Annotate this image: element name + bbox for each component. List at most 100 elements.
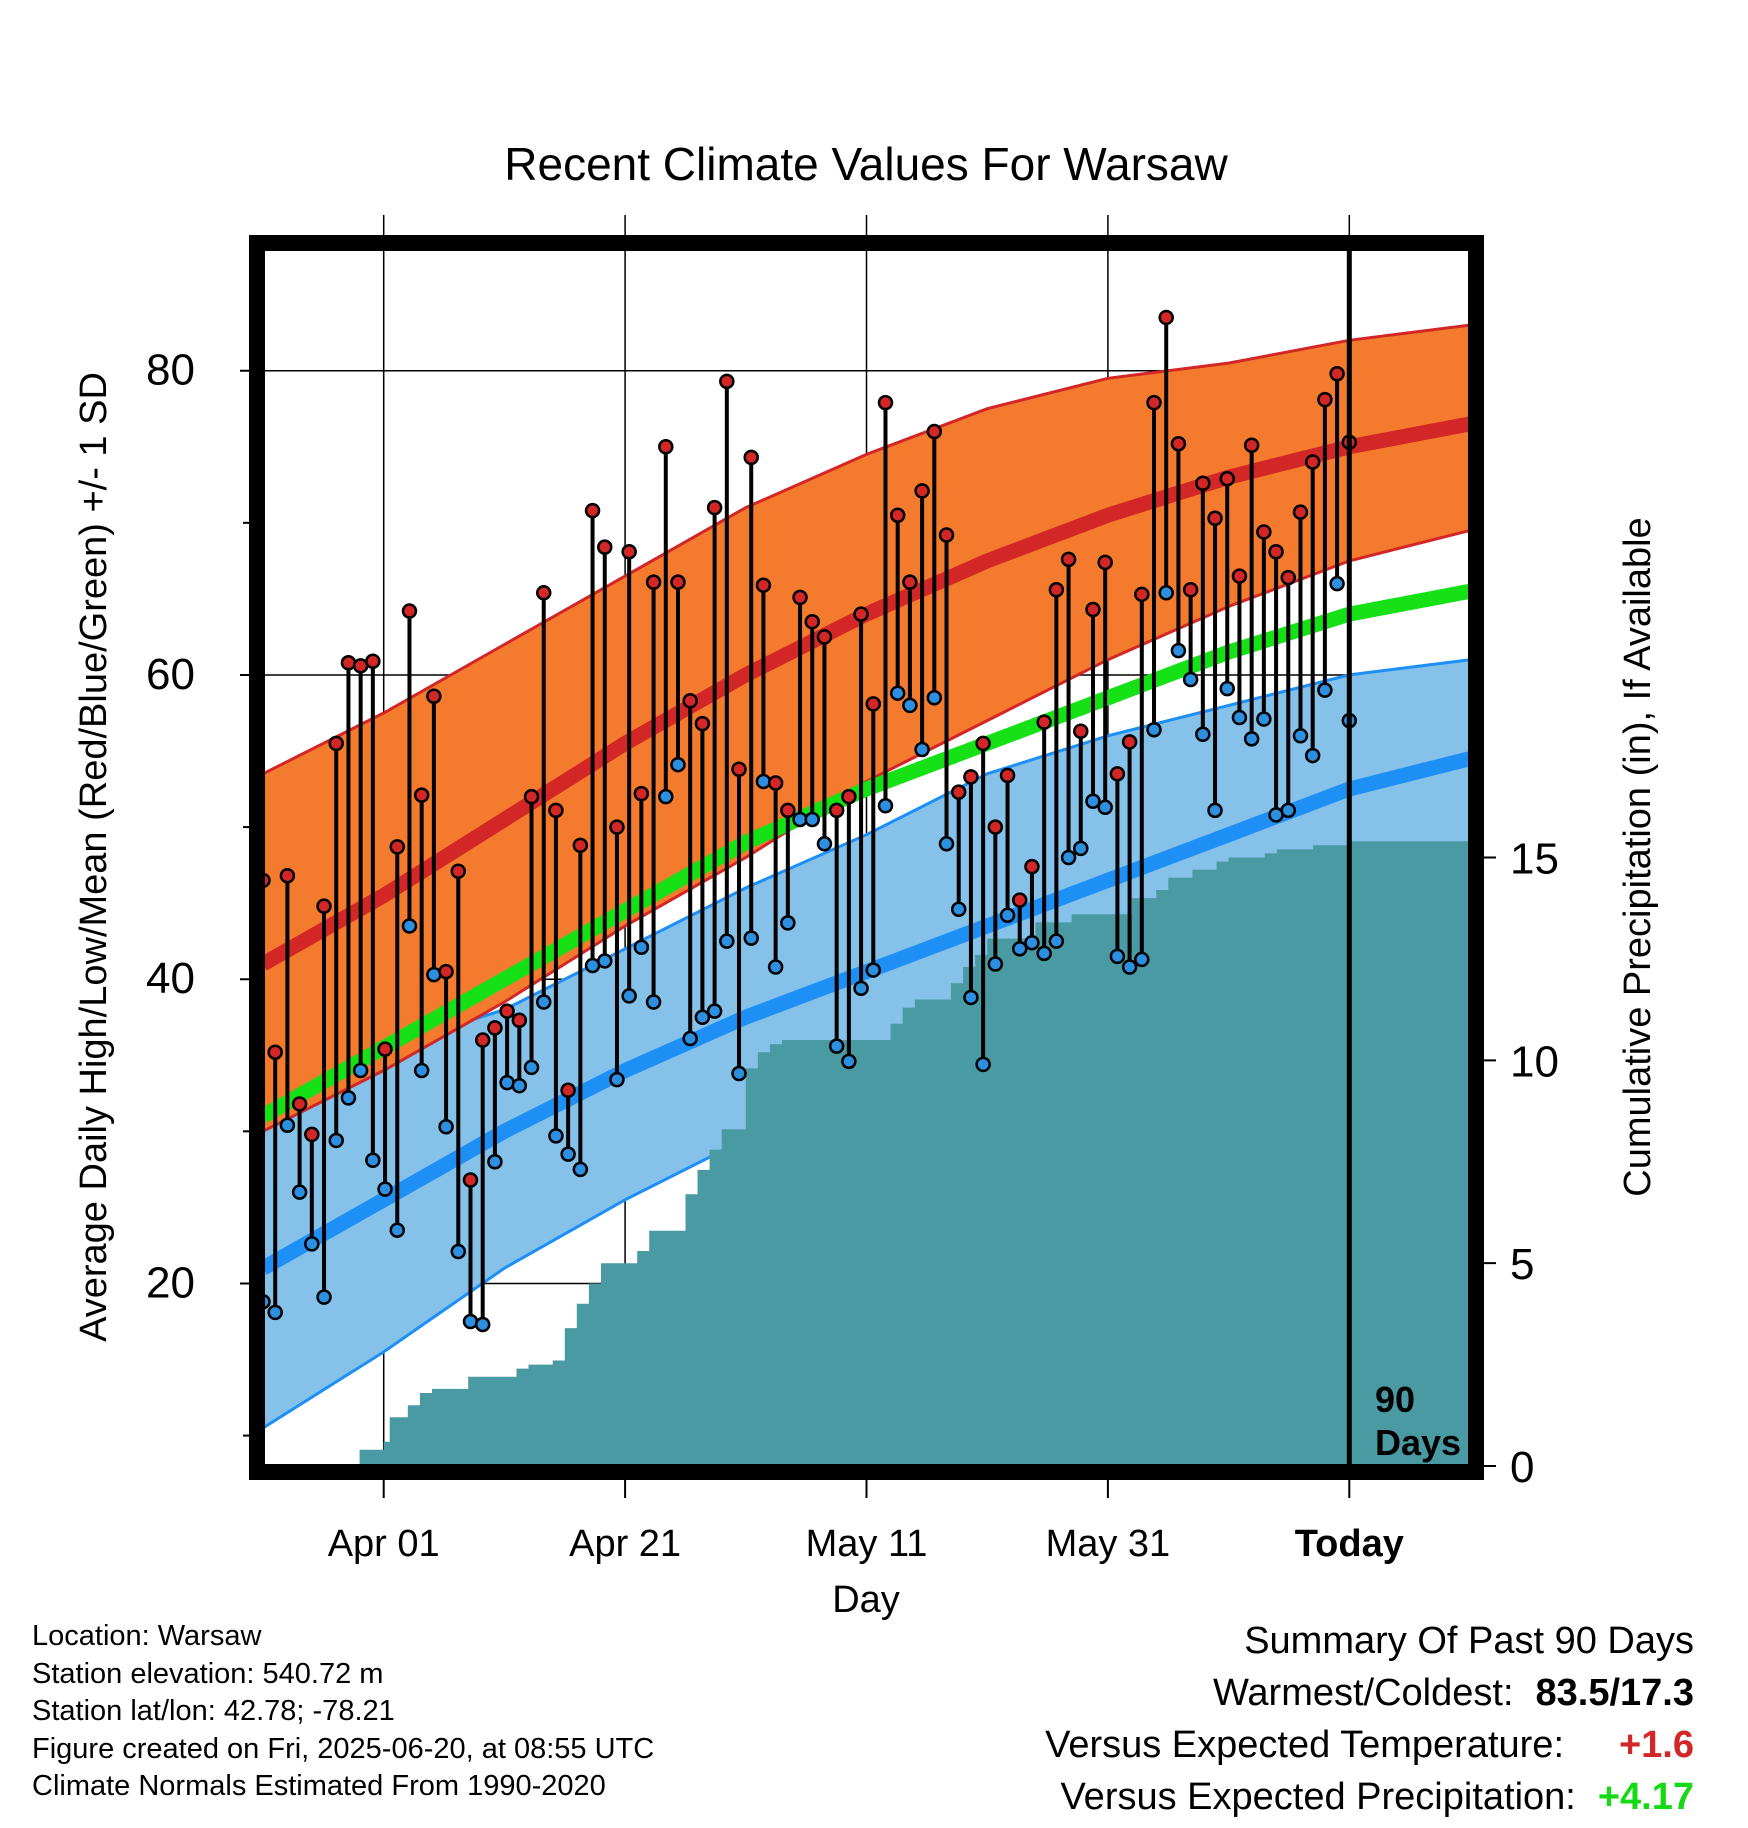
- summary-precip-value: +4.17: [1597, 1776, 1694, 1818]
- daily-observations: [263, 309, 1358, 1333]
- high-point-13: [413, 787, 430, 803]
- high-point-20: [499, 1003, 515, 1019]
- high-point-88: [1329, 365, 1345, 382]
- low-point-17: [462, 1313, 479, 1330]
- low-point-75: [1170, 642, 1187, 659]
- high-point-29: [609, 819, 625, 835]
- high-point-47: [828, 802, 845, 819]
- y2-tick-label-1: 5: [1510, 1240, 1534, 1289]
- high-point-38: [719, 373, 735, 390]
- low-point-80: [1231, 709, 1248, 726]
- high-point-15: [438, 963, 454, 980]
- low-point-48: [841, 1053, 857, 1070]
- high-point-75: [1170, 435, 1187, 452]
- low-point-43: [780, 915, 796, 931]
- y-tick-label-0: 20: [146, 1258, 195, 1307]
- low-point-1: [267, 1304, 283, 1321]
- high-point-50: [865, 696, 882, 712]
- low-point-13: [413, 1062, 430, 1079]
- high-point-79: [1219, 470, 1235, 487]
- station-info: Location: Warsaw Station elevation: 540.…: [32, 1618, 654, 1806]
- high-point-63: [1024, 858, 1040, 875]
- low-point-40: [743, 930, 759, 946]
- low-point-72: [1134, 951, 1150, 968]
- summary-temp-row: Versus Expected Temperature: +1.6: [1045, 1719, 1694, 1771]
- low-point-52: [889, 685, 906, 701]
- low-point-66: [1060, 849, 1077, 866]
- low-point-23: [535, 994, 552, 1010]
- summary-precip-row: Versus Expected Precipitation: +4.17: [1045, 1771, 1694, 1823]
- high-point-48: [841, 788, 857, 805]
- high-point-54: [914, 483, 930, 499]
- low-point-74: [1158, 585, 1174, 601]
- low-point-68: [1085, 793, 1101, 809]
- low-point-3: [291, 1184, 308, 1200]
- low-point-9: [365, 1152, 381, 1168]
- high-point-25: [560, 1082, 576, 1099]
- x-tick-label-2: May 11: [806, 1523, 928, 1565]
- low-point-73: [1146, 721, 1162, 738]
- high-point-77: [1195, 475, 1211, 492]
- low-point-19: [487, 1154, 503, 1170]
- high-point-10: [377, 1041, 393, 1057]
- high-point-5: [316, 898, 332, 914]
- low-point-70: [1109, 948, 1126, 965]
- low-point-59: [975, 1056, 991, 1073]
- high-point-34: [670, 574, 686, 590]
- low-point-63: [1024, 934, 1040, 951]
- high-point-2: [279, 868, 296, 884]
- high-point-24: [548, 802, 564, 819]
- high-point-16: [450, 863, 467, 879]
- low-point-34: [670, 756, 686, 773]
- x-axis: Apr 01 Apr 21 May 11 May 31 Today: [328, 1480, 1404, 1565]
- high-point-28: [597, 539, 613, 555]
- high-point-61: [999, 767, 1016, 784]
- low-point-14: [426, 966, 442, 983]
- x-tick-label-1: Apr 21: [569, 1523, 681, 1565]
- x-tick-label-4: Today: [1295, 1523, 1404, 1565]
- low-point-11: [389, 1222, 406, 1238]
- high-point-59: [975, 735, 991, 752]
- x-axis-label: Day: [832, 1579, 900, 1621]
- high-point-76: [1182, 582, 1199, 598]
- high-point-1: [267, 1044, 283, 1060]
- low-point-12: [401, 918, 418, 934]
- low-point-5: [316, 1289, 332, 1305]
- summary-temp-value: +1.6: [1618, 1724, 1694, 1766]
- x-tick-label-0: Apr 01: [328, 1523, 440, 1565]
- summary-precip-label: Versus Expected Precipitation:: [1060, 1776, 1576, 1818]
- high-point-78: [1207, 510, 1223, 527]
- low-point-81: [1243, 731, 1260, 747]
- info-elevation: Station elevation: 540.72 m: [32, 1657, 384, 1690]
- high-point-12: [401, 603, 418, 619]
- high-point-49: [853, 606, 869, 622]
- high-point-69: [1097, 554, 1113, 571]
- today-label-days: Days: [1375, 1422, 1461, 1463]
- summary-title: Summary Of Past 90 Days: [1244, 1620, 1694, 1662]
- high-point-82: [1256, 524, 1272, 540]
- low-point-26: [572, 1161, 589, 1178]
- high-point-46: [816, 629, 833, 645]
- low-point-21: [511, 1077, 528, 1094]
- high-point-23: [535, 585, 552, 601]
- high-point-60: [987, 819, 1004, 835]
- low-point-60: [987, 956, 1004, 972]
- low-point-45: [804, 811, 821, 828]
- low-point-50: [865, 962, 882, 978]
- low-point-76: [1182, 671, 1199, 688]
- y-axis-temperature: 20 40 60 80: [146, 346, 257, 1437]
- high-point-26: [572, 837, 589, 854]
- high-point-57: [950, 784, 967, 800]
- low-point-64: [1036, 945, 1052, 962]
- high-point-42: [767, 775, 784, 791]
- low-point-87: [1317, 682, 1333, 698]
- low-point-2: [279, 1117, 296, 1133]
- low-point-16: [450, 1243, 467, 1260]
- chart-title: Recent Climate Values For Warsaw: [504, 138, 1228, 190]
- low-point-67: [1073, 840, 1089, 857]
- y2-tick-label-0: 0: [1510, 1443, 1534, 1492]
- low-point-86: [1304, 747, 1321, 764]
- high-point-74: [1158, 309, 1174, 326]
- info-created: Figure created on Fri, 2025-06-20, at 08…: [32, 1732, 655, 1765]
- summary-warmest-label: Warmest/Coldest:: [1212, 1672, 1514, 1714]
